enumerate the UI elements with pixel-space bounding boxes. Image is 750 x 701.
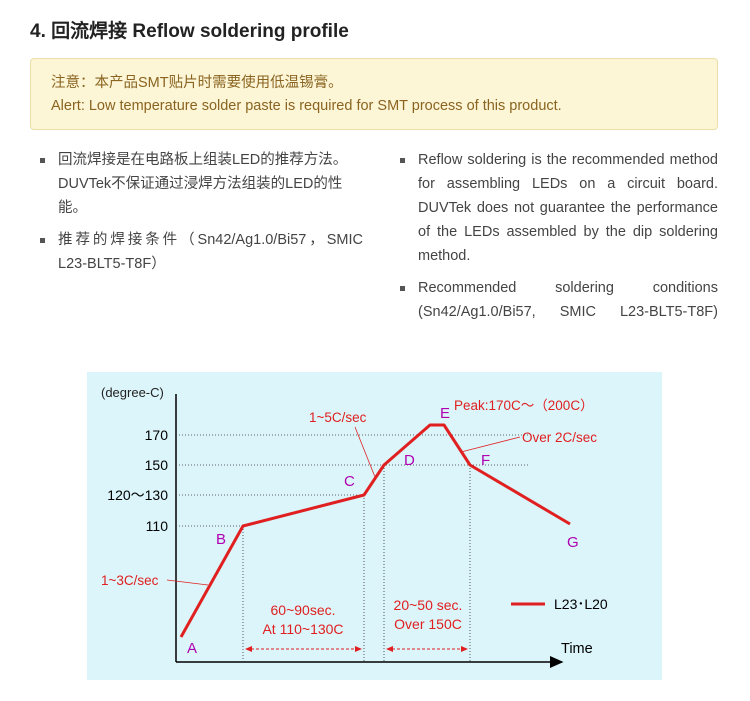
english-bullet-list: Reflow soldering is the recommended meth… xyxy=(398,148,718,332)
alert-text-en: Alert: Low temperature solder paste is r… xyxy=(51,98,562,114)
y-axis-unit: (degree-C) xyxy=(101,385,164,400)
annotation-ramp-down: Over 2C/sec xyxy=(522,430,597,445)
profile-curve xyxy=(179,423,571,638)
y-tick-110: 110 xyxy=(146,518,169,534)
annotation-soak-2: At 110~130C xyxy=(262,621,343,637)
point-label-e: E xyxy=(440,405,450,422)
annotation-reflow-2: Over 150C xyxy=(394,616,462,632)
list-item: 推荐的焊接条件（Sn42/Ag1.0/Bi57，SMIC L23-BLT5-T8… xyxy=(38,228,363,276)
point-label-a: A xyxy=(187,640,197,657)
list-item: 回流焊接是在电路板上组装LED的推荐方法。 DUVTek不保证通过浸焊方法组装的… xyxy=(38,148,363,220)
alert-text-cn: 注意：本产品SMT贴片时需要使用低温锡膏。 xyxy=(51,75,343,91)
annotation-soak-1: 60~90sec. xyxy=(271,602,336,618)
annotation-ramp-cd: 1~5C/sec xyxy=(309,410,367,425)
point-label-c: C xyxy=(344,473,355,490)
annotation-reflow-1: 20~50 sec. xyxy=(394,597,463,613)
point-label-f: F xyxy=(481,452,490,469)
y-tick-120-130: 120～130 xyxy=(107,487,168,503)
y-tick-150: 150 xyxy=(145,457,169,473)
leader-ramp-up xyxy=(166,579,209,586)
list-item: Recommended soldering conditions (Sn42/A… xyxy=(398,276,718,324)
list-item: Reflow soldering is the recommended meth… xyxy=(398,148,718,268)
alert-box: 注意：本产品SMT贴片时需要使用低温锡膏。 Alert: Low tempera… xyxy=(30,58,718,130)
chinese-bullet-list: 回流焊接是在电路板上组装LED的推荐方法。 DUVTek不保证通过浸焊方法组装的… xyxy=(38,148,363,284)
legend-label: L23･L20 xyxy=(554,596,608,612)
annotation-peak: Peak:170C～（200C） xyxy=(454,398,594,413)
leader-ramp-cd xyxy=(354,426,376,478)
x-axis-label: Time xyxy=(561,641,593,657)
annotation-ramp-up: 1~3C/sec xyxy=(101,573,159,588)
chart-svg: (degree-C) 170 150 120～130 110 A B C D E… xyxy=(101,385,608,668)
point-label-d: D xyxy=(404,452,415,469)
section-heading: 4. 回流焊接 Reflow soldering profile xyxy=(30,21,349,42)
reflow-profile-chart: (degree-C) 170 150 120～130 110 A B C D E… xyxy=(87,372,662,680)
point-label-g: G xyxy=(567,534,579,551)
point-label-b: B xyxy=(216,531,226,548)
leader-ramp-down xyxy=(460,436,521,453)
y-tick-170: 170 xyxy=(145,427,169,443)
